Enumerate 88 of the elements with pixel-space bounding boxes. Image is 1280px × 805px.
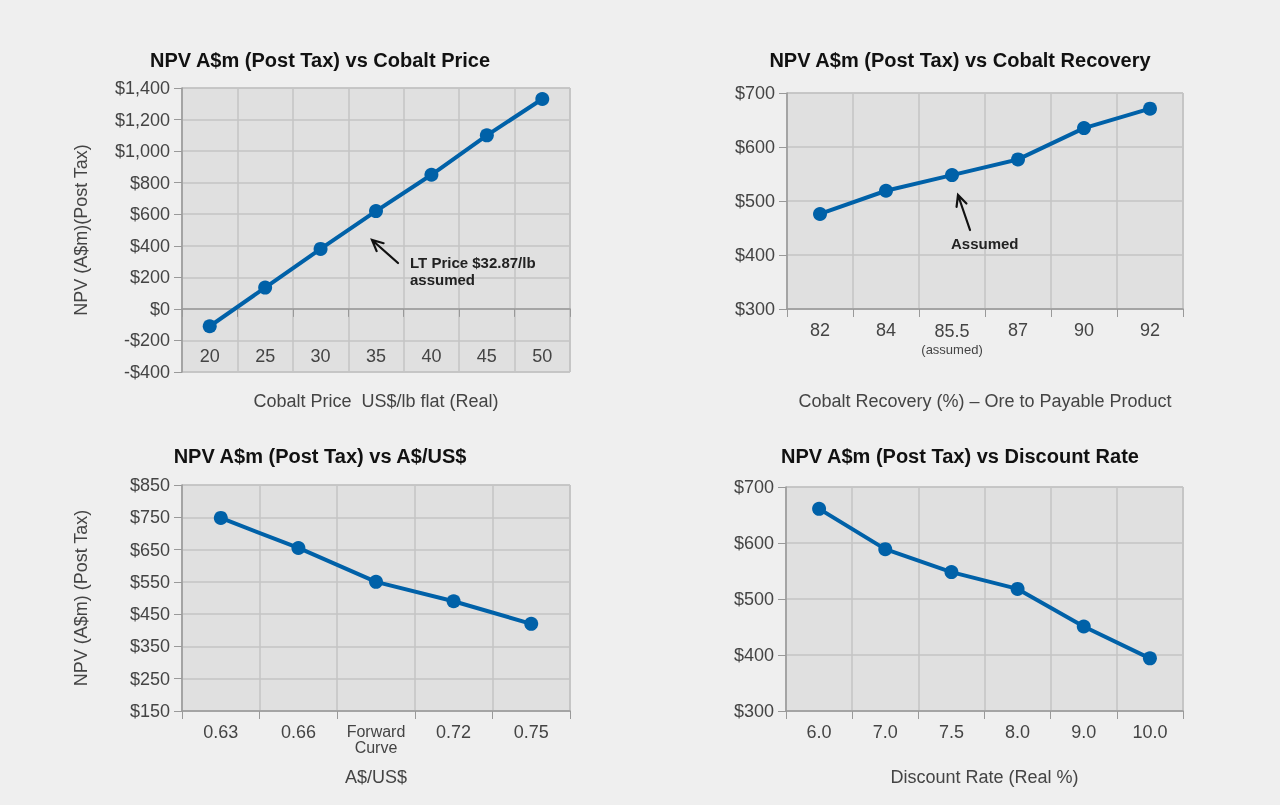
annotation: LT Price $32.87/lb assumed (410, 254, 537, 288)
x-tick-label: 50 (532, 345, 553, 366)
y-tick-label: $700 (734, 83, 775, 103)
y-tick-label: -$200 (123, 330, 170, 351)
chart-title: NPV A$m (Post Tax) vs Cobalt Recovery (769, 49, 1152, 71)
point (1011, 152, 1025, 167)
y-axis-title: NPV (A$m)(Post Tax) (71, 144, 91, 316)
x-tick-label: 7.0 (872, 721, 898, 742)
chart-title: NPV A$m (Post Tax) vs A$/US$ (173, 445, 467, 467)
point (524, 616, 539, 631)
x-axis-title: Cobalt Price US$/lb flat (Real) (253, 391, 499, 411)
x-tick-label: 90 (1073, 319, 1095, 340)
x-tick-label: 6.0 (806, 721, 832, 742)
x-tick-label: 0.72 (436, 721, 472, 742)
x-tick-label: 10.0 (1132, 721, 1168, 742)
x-tick-label: 82 (809, 319, 831, 340)
x-tick-label: 7.5 (938, 721, 964, 742)
y-axis-title: NPV (A$m) (Post Tax) (71, 509, 91, 687)
point (812, 501, 827, 516)
y-tick-label: $550 (129, 571, 170, 592)
x-tick-label: 0.63 (203, 721, 239, 742)
y-tick-label: $450 (129, 604, 170, 625)
point (1142, 651, 1157, 666)
y-tick-label: $800 (129, 172, 170, 193)
y-tick-label: $600 (734, 137, 775, 157)
point (313, 241, 328, 256)
x-tick-label: 0.75 (513, 721, 549, 742)
x-tick-label: 92 (1139, 319, 1161, 340)
point (258, 280, 273, 295)
y-tick-label: $600 (733, 533, 774, 553)
y-tick-label: $400 (734, 245, 775, 265)
x-tick-label: 85.5 (assumed) (921, 321, 983, 357)
chart-title: NPV A$m (Post Tax) vs Discount Rate (781, 445, 1139, 467)
y-tick-label: $0 (149, 298, 170, 319)
y-tick-label: $150 (129, 701, 170, 721)
x-tick-label: Forward Curve (346, 722, 406, 756)
x-tick-label: 20 (199, 345, 220, 366)
point (1076, 619, 1091, 634)
y-tick-label: $350 (129, 636, 170, 657)
point (213, 510, 228, 525)
point (945, 168, 959, 183)
annotation: Assumed (951, 235, 1020, 252)
point (879, 183, 893, 198)
y-tick-label: $850 (129, 475, 170, 495)
x-tick-label: 35 (365, 345, 387, 366)
y-tick-label: $1,400 (114, 78, 170, 98)
point (535, 92, 550, 107)
point (813, 206, 827, 221)
point (944, 565, 959, 580)
y-tick-label: $700 (733, 477, 774, 497)
y-tick-label: $600 (129, 204, 170, 225)
x-axis-title: Discount Rate (Real %) (890, 767, 1079, 787)
y-tick-label: $300 (733, 701, 774, 721)
x-tick-label: 87 (1007, 319, 1029, 340)
point (479, 128, 494, 143)
y-tick-label: $500 (733, 589, 774, 609)
y-tick-label: $750 (129, 507, 170, 528)
x-tick-label: 9.0 (1071, 721, 1097, 742)
y-tick-label: $500 (734, 191, 775, 211)
y-tick-label: $250 (129, 668, 170, 689)
y-tick-label: $400 (733, 645, 774, 665)
x-axis-title: A$/US$ (344, 767, 408, 787)
point (1077, 121, 1091, 136)
x-tick-label: 25 (255, 345, 276, 366)
y-tick-label: $400 (129, 235, 170, 256)
point (1010, 581, 1025, 596)
point (424, 167, 439, 182)
point (202, 319, 217, 334)
x-tick-label: 30 (310, 345, 331, 366)
x-tick-label: 45 (476, 345, 497, 366)
y-tick-label: $200 (129, 267, 170, 288)
chart-title: NPV A$m (Post Tax) vs Cobalt Price (149, 49, 491, 71)
y-tick-label: $650 (129, 539, 170, 560)
x-axis-title: Cobalt Recovery (%) – Ore to Payable Product (798, 391, 1172, 411)
point (878, 542, 893, 557)
x-tick-label: 40 (421, 345, 442, 366)
point (369, 204, 383, 219)
point (1143, 101, 1157, 116)
y-tick-label: -$400 (123, 362, 170, 382)
y-tick-label: $1,200 (114, 109, 170, 130)
point (369, 574, 383, 589)
x-tick-label: 0.66 (280, 721, 316, 742)
x-tick-label: 84 (875, 319, 897, 340)
x-tick-label: 8.0 (1005, 721, 1031, 742)
y-tick-label: $1,000 (114, 141, 170, 162)
point (291, 540, 306, 555)
point (446, 594, 461, 609)
y-tick-label: $300 (734, 299, 775, 319)
